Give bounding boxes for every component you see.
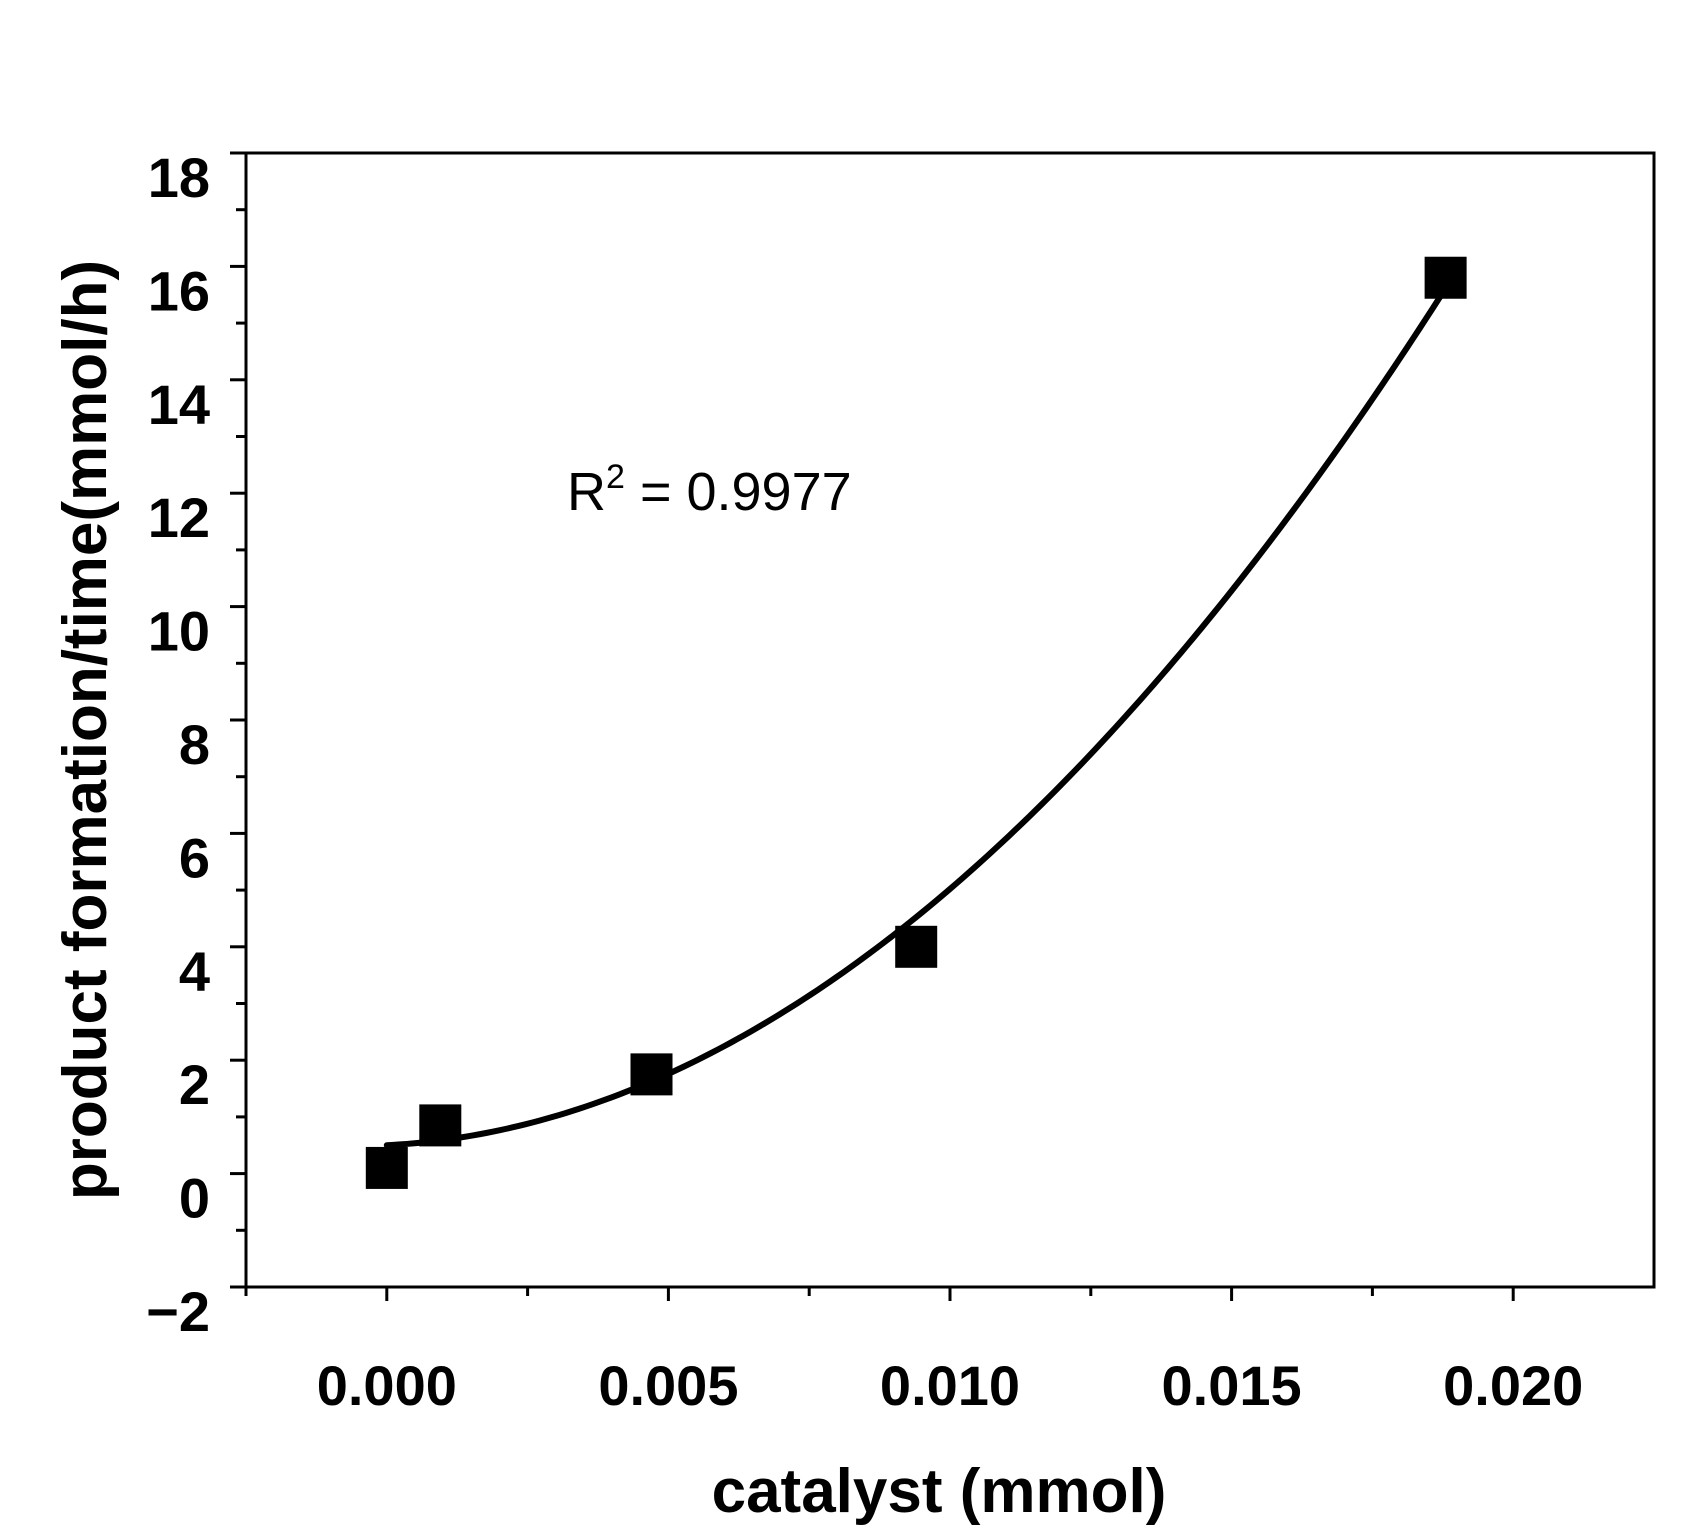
x-tick-label: 0.020 (1443, 1354, 1583, 1417)
y-tick-label: 6 (179, 826, 210, 889)
x-tick-label: 0.015 (1162, 1354, 1302, 1417)
x-tick-label: 0.005 (598, 1354, 738, 1417)
y-tick-label: −2 (146, 1280, 210, 1343)
r-squared-value: = 0.9977 (625, 462, 852, 522)
y-tick-label: 4 (179, 940, 210, 1003)
ticks (230, 151, 1515, 1301)
y-tick-label: 12 (148, 486, 210, 549)
y-tick-label: 14 (148, 373, 210, 436)
x-tick-label: 0.010 (880, 1354, 1020, 1417)
data-points (365, 256, 1467, 1189)
x-axis-title: catalyst (mmol) (712, 1457, 1167, 1526)
fit-curve-group (383, 285, 1449, 1149)
r-squared-base: R (567, 462, 606, 522)
x-tick-label: 0.000 (317, 1354, 457, 1417)
y-tick-label: 2 (179, 1053, 210, 1116)
r-squared-superscript: 2 (606, 458, 625, 496)
y-tick-label: 0 (179, 1167, 210, 1230)
data-point (419, 1104, 462, 1147)
y-axis-title: product formation/time(mmol/h) (51, 260, 120, 1200)
y-tick-label: 10 (148, 600, 210, 663)
y-tick-label: 8 (179, 713, 210, 776)
y-tick-label: 16 (148, 259, 210, 322)
r-squared-annotation: R2 = 0.9977 (567, 458, 852, 522)
data-point (1424, 256, 1467, 299)
y-tick-label: 18 (148, 146, 210, 209)
data-point (895, 925, 938, 968)
tick-labels: 0.000 0.005 0.010 0.015 0.020 −2 0 2 4 6 8 10 12 14 16… (146, 146, 1583, 1417)
data-point (365, 1146, 408, 1189)
data-point (630, 1053, 673, 1096)
fit-curve (383, 285, 1449, 1149)
